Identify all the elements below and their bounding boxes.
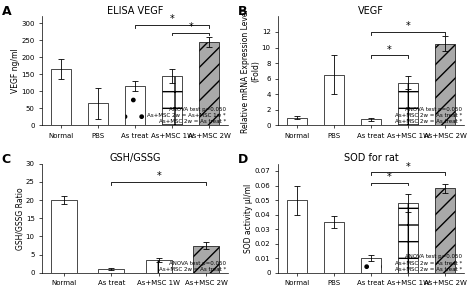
Bar: [125, 86, 145, 126]
Text: *: *: [188, 22, 193, 32]
Text: *: *: [406, 21, 410, 31]
Bar: [146, 260, 172, 273]
Bar: [51, 69, 71, 126]
Bar: [361, 119, 381, 126]
Text: *: *: [406, 162, 410, 172]
Bar: [398, 203, 418, 273]
Bar: [398, 83, 418, 126]
Title: GSH/GSSG: GSH/GSSG: [109, 153, 161, 163]
Bar: [287, 200, 307, 273]
Title: VEGF: VEGF: [358, 6, 384, 15]
Bar: [324, 222, 344, 273]
Bar: [193, 246, 219, 273]
Y-axis label: VEGF ng/ml: VEGF ng/ml: [11, 48, 20, 93]
Bar: [162, 76, 182, 126]
Y-axis label: Relative mRNA Expression Level
(Fold): Relative mRNA Expression Level (Fold): [241, 9, 260, 133]
Text: ANOVA test p=0.050
As+MSC 2w = As treat *
As+MSC 2w = As treat *: ANOVA test p=0.050 As+MSC 2w = As treat …: [395, 107, 462, 124]
Y-axis label: SOD activity μl/ml: SOD activity μl/ml: [245, 184, 254, 253]
Text: ANOVA test p=0.050
As+MSC 2w = As treat *
As+MSC 2w = As treat *: ANOVA test p=0.050 As+MSC 2w = As treat …: [395, 254, 462, 272]
Bar: [435, 188, 456, 273]
Text: *: *: [387, 172, 392, 182]
Text: B: B: [237, 6, 247, 18]
Bar: [287, 118, 307, 126]
Bar: [88, 103, 108, 126]
Bar: [98, 269, 124, 273]
Text: ANOVA test p=0.050
As+MSC 2w = As treat *: ANOVA test p=0.050 As+MSC 2w = As treat …: [159, 260, 226, 272]
Text: *: *: [156, 171, 161, 181]
Text: C: C: [1, 153, 10, 166]
Bar: [51, 200, 77, 273]
Bar: [435, 44, 456, 126]
Title: ELISA VEGF: ELISA VEGF: [107, 6, 163, 15]
Bar: [361, 258, 381, 273]
Title: SOD for rat: SOD for rat: [344, 153, 398, 163]
Text: *: *: [387, 45, 392, 55]
Text: D: D: [237, 153, 248, 166]
Bar: [324, 75, 344, 126]
Text: *: *: [170, 14, 174, 24]
Text: ANOVA test p=0.050
As+MSC 2w = As+MSC 1w *
As+MSC 2w = As treat *: ANOVA test p=0.050 As+MSC 2w = As+MSC 1w…: [147, 107, 226, 124]
Bar: [199, 42, 219, 126]
Y-axis label: GSH/GSSG Ratio: GSH/GSSG Ratio: [15, 187, 24, 250]
Text: A: A: [1, 6, 11, 18]
